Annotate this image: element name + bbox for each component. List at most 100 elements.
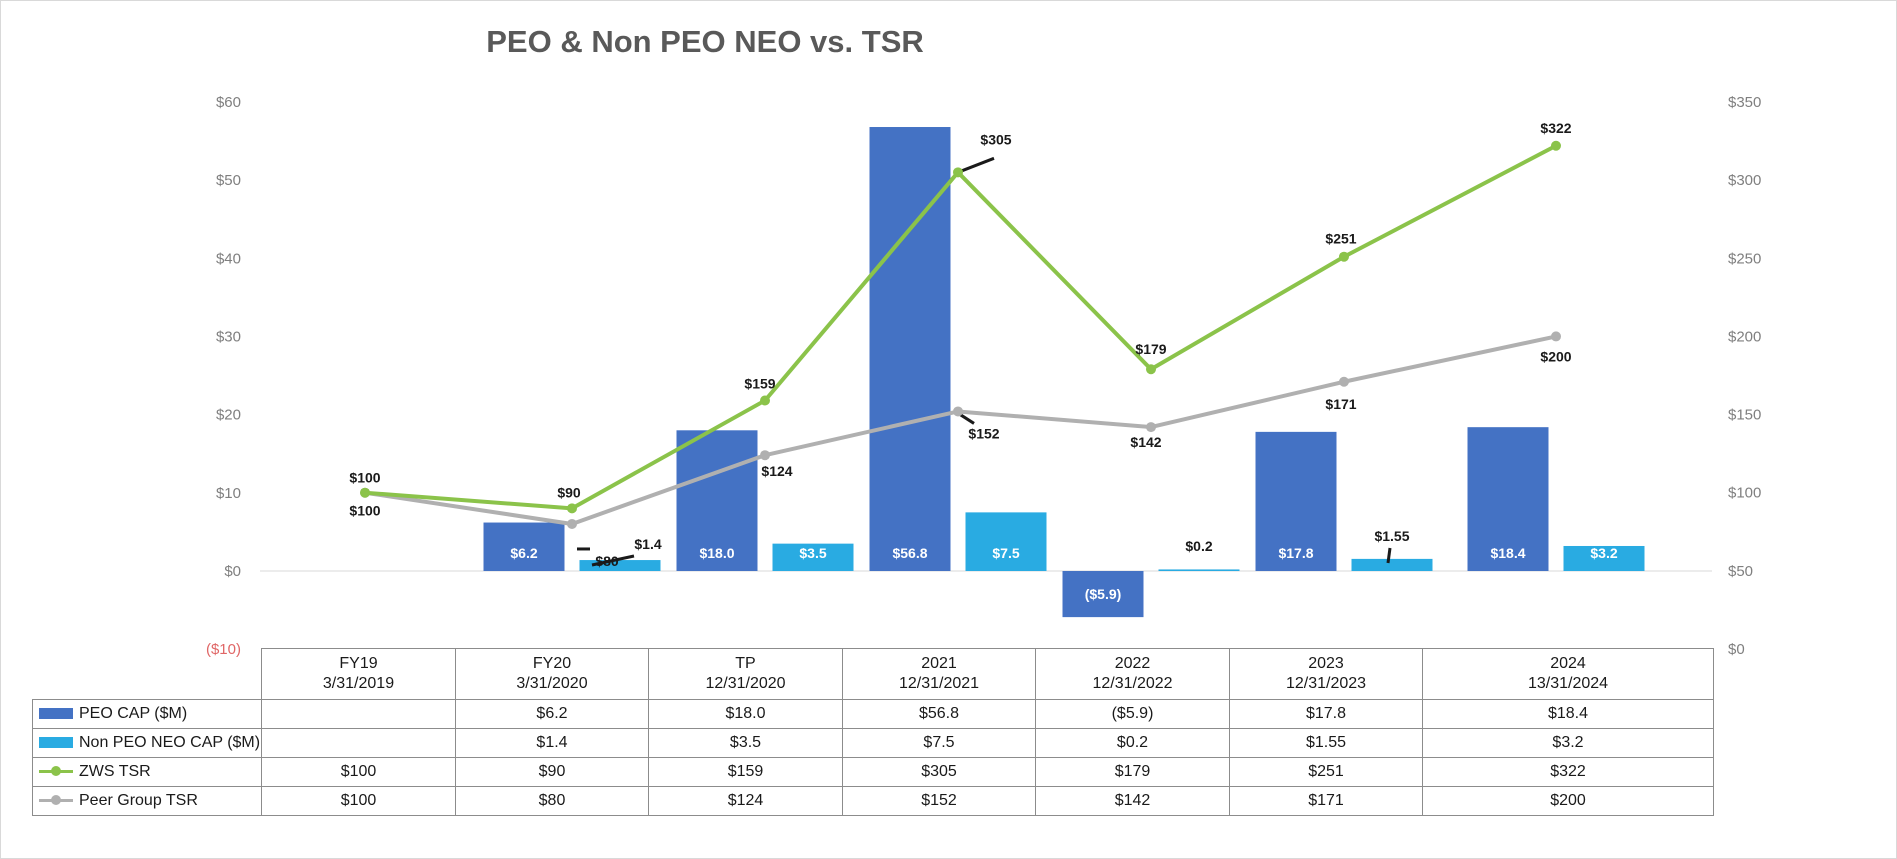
label-leader-line	[1386, 547, 1392, 564]
peer-group-tsr-point	[1339, 376, 1349, 387]
peo-cap-legend-key	[39, 708, 73, 720]
category-label: 2024	[1550, 655, 1586, 672]
table-cell: $3.5	[648, 728, 843, 758]
table-row-label: ZWS TSR	[32, 757, 262, 787]
non-peo-cap-bar	[1158, 569, 1240, 571]
peer-group-tsr-point	[1146, 422, 1156, 433]
table-cell: $80	[455, 786, 649, 816]
peo-cap-label: $56.8	[892, 545, 927, 561]
table-row-label: Non PEO NEO CAP ($M)	[32, 728, 262, 758]
non-peo-cap-label: $0.2	[1185, 538, 1212, 554]
right-tick-label: $100	[1728, 485, 1761, 502]
category-label: TP	[735, 655, 756, 672]
non-peo-cap-label: $1.4	[634, 536, 661, 552]
category-date: 12/31/2023	[1285, 675, 1367, 692]
non-peo-cap-bar	[772, 543, 854, 571]
peer-group-tsr-label: $100	[349, 503, 380, 519]
zws-tsr-point	[1551, 140, 1561, 151]
zws-tsr-label: $179	[1135, 341, 1166, 357]
peer-group-tsr-point	[760, 450, 770, 461]
right-tick-label: $250	[1728, 250, 1761, 267]
line-series	[360, 140, 1561, 529]
table-category-header: 2023 12/31/2023	[1229, 648, 1423, 700]
data-labels: $6.2 $18.0 $56.8 ($5.9) $17.8 $18.4 $1.4 $3.5 $7…	[349, 120, 1617, 602]
table-category-header: FY19 3/31/2019	[261, 648, 456, 700]
zws-tsr-label: $322	[1540, 120, 1571, 136]
peo-cap-bar	[1255, 431, 1337, 571]
label-leader-line	[957, 156, 995, 174]
right-tick-label: $50	[1728, 563, 1753, 580]
label-leader-line	[959, 413, 975, 425]
table-row: ZWS TSR $100 $90 $159 $305 $179 $251 $322	[32, 757, 1714, 787]
table-cell: $1.55	[1229, 728, 1423, 758]
table-category-header: TP 12/31/2020	[648, 648, 843, 700]
category-label: 2022	[1114, 655, 1151, 672]
category-label: FY19	[339, 655, 378, 672]
non-peo-cap-legend-key	[39, 737, 73, 749]
table-cell: $251	[1229, 757, 1423, 787]
peo-cap-bar	[676, 430, 758, 571]
peer-group-tsr-label: $200	[1540, 348, 1571, 364]
right-tick-label: $150	[1728, 407, 1761, 424]
table-cell	[261, 728, 456, 758]
table-cell: $152	[842, 786, 1036, 816]
left-tick-label: $30	[216, 329, 241, 346]
peer-group-tsr-point	[1551, 331, 1561, 342]
peer-group-tsr-label: $80	[595, 553, 619, 569]
table-cell	[261, 699, 456, 729]
category-date: 3/31/2019	[322, 675, 395, 692]
peo-cap-bar	[1467, 427, 1549, 571]
table-row: Non PEO NEO CAP ($M) $1.4 $3.5 $7.5 $0.2 $1.5…	[32, 728, 1714, 758]
right-tick-label: $200	[1728, 328, 1761, 345]
table-cell: $200	[1422, 786, 1714, 816]
table-cell: $179	[1035, 757, 1230, 787]
table-cell: ($5.9)	[1035, 699, 1230, 729]
category-label: FY20	[532, 655, 572, 672]
table-cell: $18.4	[1422, 699, 1714, 729]
non-peo-cap-bar	[1563, 545, 1645, 571]
left-tick-label: $60	[216, 94, 241, 111]
table-cell: $7.5	[842, 728, 1036, 758]
table-cell: $90	[455, 757, 649, 787]
right-tick-label: $350	[1728, 94, 1761, 111]
zws-tsr-point	[953, 167, 963, 178]
left-tick-label: $40	[216, 250, 241, 267]
non-peo-cap-bar	[1351, 558, 1433, 571]
left-tick-label: $0	[224, 563, 241, 580]
series-name: PEO CAP ($M)	[79, 705, 188, 722]
table-row: Peer Group TSR $100 $80 $124 $152 $142 $171 $20…	[32, 786, 1714, 816]
table-cell: $1.4	[455, 728, 649, 758]
table-cell: $100	[261, 786, 456, 816]
table-cell: $100	[261, 757, 456, 787]
peo-cap-bar	[1062, 571, 1144, 618]
peo-cap-label: $18.0	[699, 545, 734, 561]
left-tick-label: $10	[216, 485, 241, 502]
zws-tsr-point	[360, 487, 370, 498]
data-table: FY19 3/31/2019 FY20 3/31/2020 TP 12/31/2020 20…	[32, 648, 1714, 816]
zws-tsr-point	[1146, 364, 1156, 375]
left-tick-label: $50	[216, 172, 241, 189]
zws-tsr-point	[760, 395, 770, 406]
table-cell: $56.8	[842, 699, 1036, 729]
table-category-header: 2022 12/31/2022	[1035, 648, 1230, 700]
right-tick-label: $0	[1728, 641, 1745, 658]
zws-tsr-label: $159	[744, 376, 775, 392]
table-cell: $18.0	[648, 699, 843, 729]
non-peo-cap-bar	[579, 560, 661, 571]
table-cell: $6.2	[455, 699, 649, 729]
left-tick-label: $20	[216, 407, 241, 424]
peo-cap-label: $17.8	[1278, 545, 1313, 561]
zws-tsr-point	[1339, 251, 1349, 262]
table-cell: $159	[648, 757, 843, 787]
left-tick-label: ($10)	[206, 641, 241, 658]
category-date: 12/31/2022	[1092, 675, 1173, 692]
table-cell: $3.2	[1422, 728, 1714, 758]
non-peo-cap-label: $1.55	[1374, 528, 1409, 544]
category-date: 12/31/2020	[705, 675, 786, 692]
table-category-header: 2021 12/31/2021	[842, 648, 1036, 700]
category-date: 3/31/2020	[516, 675, 588, 692]
peo-cap-bar	[483, 522, 565, 571]
non-peo-cap-label: $7.5	[992, 545, 1019, 561]
category-date: 12/31/2021	[898, 675, 980, 692]
category-label: 2023	[1308, 655, 1344, 672]
